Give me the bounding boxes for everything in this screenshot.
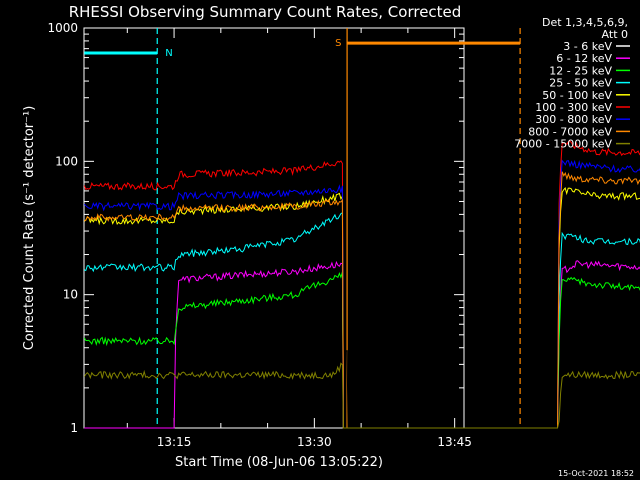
- legend-item-label: 100 - 300 keV: [535, 101, 612, 114]
- x-axis-label: Start Time (08-Jun-06 13:05:22): [175, 455, 383, 470]
- annotation-label: S: [335, 38, 341, 49]
- legend-item-label: 7000 - 15000 keV: [514, 138, 612, 151]
- x-axis-ticks: 13:15 13:30 13:45: [126, 28, 472, 449]
- legend-item-label: 12 - 25 keV: [549, 64, 612, 77]
- legend-item-label: 6 - 12 keV: [556, 52, 612, 65]
- legend-item-label: 3 - 6 keV: [563, 40, 612, 53]
- y-tick-label: 1000: [47, 21, 78, 35]
- x-tick-label: 13:15: [157, 435, 192, 449]
- chart-title: RHESSI Observing Summary Count Rates, Co…: [69, 3, 462, 21]
- legend-item-label: 25 - 50 keV: [549, 77, 612, 90]
- series-line: [83, 362, 640, 429]
- y-tick-label: 10: [63, 288, 78, 302]
- footer-timestamp: 15-Oct-2021 18:52: [558, 469, 634, 478]
- legend-header-line-1: Det 1,3,4,5,6,9,: [542, 16, 628, 29]
- y-tick-label: 1: [70, 421, 78, 435]
- y-axis-ticks: 1 10 100 1000: [47, 21, 464, 435]
- y-axis-label: Corrected Count Rate (s⁻¹ detector⁻¹): [22, 106, 37, 351]
- x-tick-label: 13:30: [297, 435, 332, 449]
- plot-frame: [83, 27, 465, 429]
- annotation-label: N: [165, 48, 172, 59]
- legend-item-label: 300 - 800 keV: [535, 113, 612, 126]
- legend-item-label: 50 - 100 keV: [542, 89, 612, 102]
- y-tick-label: 100: [55, 154, 78, 168]
- x-tick-label: 13:45: [437, 435, 472, 449]
- legend-item-label: 800 - 7000 keV: [528, 125, 612, 138]
- legend-header-line-2: Att 0: [602, 28, 628, 41]
- series-layer: [83, 140, 640, 429]
